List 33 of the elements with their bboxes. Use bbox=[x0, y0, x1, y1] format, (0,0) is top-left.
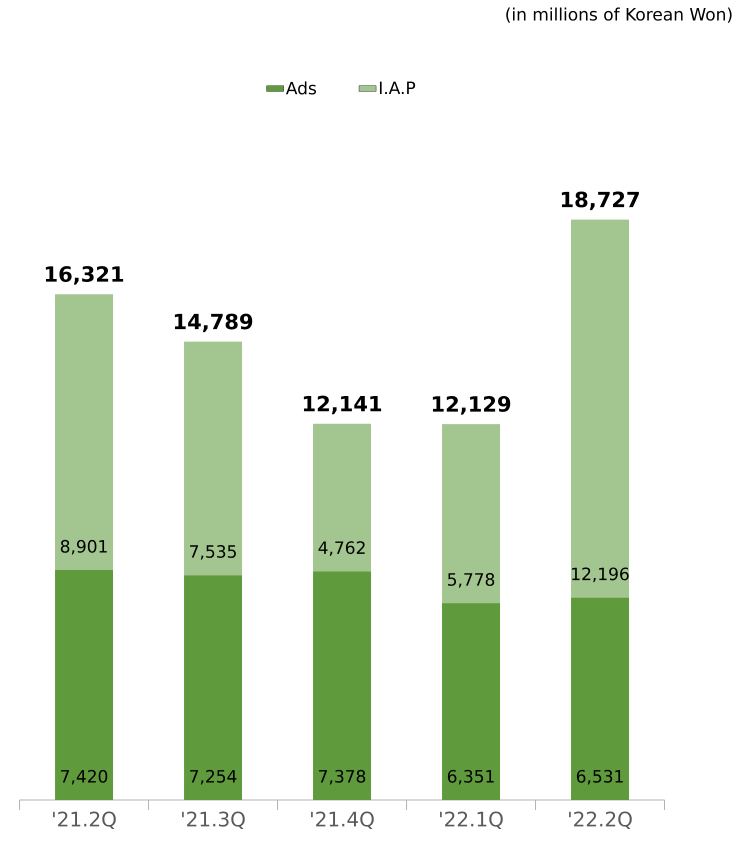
x-tick-label: '22.2Q bbox=[569, 812, 632, 829]
bar bbox=[442, 424, 500, 604]
bar bbox=[313, 424, 372, 572]
bar bbox=[571, 598, 630, 800]
bar bbox=[184, 342, 242, 576]
text: (in millions of Korean Won) bbox=[506, 8, 732, 23]
total-label: 12,141 bbox=[304, 396, 382, 414]
legend-label: I.A.P bbox=[380, 82, 416, 94]
x-tick-label: '22.1Q bbox=[440, 812, 504, 829]
total-label: 16,321 bbox=[46, 266, 124, 285]
bar bbox=[55, 570, 114, 800]
total-label: 18,727 bbox=[562, 192, 640, 210]
data-label: 8,901 bbox=[61, 540, 108, 555]
bar bbox=[313, 571, 372, 800]
total-label: 12,129 bbox=[433, 396, 510, 415]
data-label: 6,531 bbox=[577, 770, 624, 784]
bar bbox=[55, 294, 114, 570]
x-tick-label: '21.2Q bbox=[53, 812, 116, 829]
bar bbox=[184, 575, 242, 800]
data-label: 5,778 bbox=[448, 573, 494, 588]
legend-label: Ads bbox=[286, 81, 316, 95]
data-label: 7,535 bbox=[190, 545, 236, 560]
data-label: 12,196 bbox=[572, 567, 629, 582]
bar bbox=[442, 603, 500, 800]
x-tick-label: '21.4Q bbox=[311, 812, 374, 829]
total-label: 14,789 bbox=[175, 314, 252, 332]
data-label: 7,254 bbox=[190, 770, 237, 784]
data-label: 7,420 bbox=[61, 770, 108, 784]
x-tick-label: '21.3Q bbox=[182, 812, 246, 829]
data-label: 7,378 bbox=[319, 770, 366, 784]
data-label: 6,351 bbox=[448, 770, 494, 784]
data-label: 4,762 bbox=[318, 541, 365, 556]
bar bbox=[571, 220, 630, 598]
